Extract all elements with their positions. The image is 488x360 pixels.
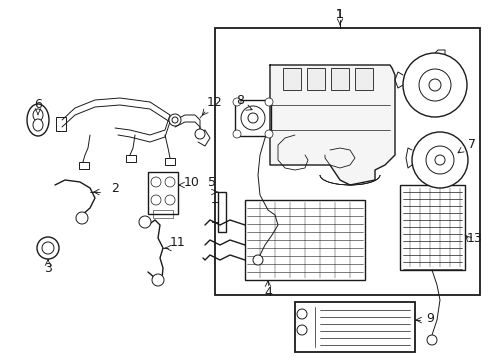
Circle shape (232, 130, 241, 138)
Text: 2: 2 (111, 181, 119, 194)
Text: 7: 7 (467, 139, 475, 152)
Bar (283, 68, 301, 90)
Text: 5: 5 (207, 176, 216, 189)
Ellipse shape (27, 104, 49, 136)
Circle shape (426, 335, 436, 345)
Circle shape (151, 195, 161, 205)
Bar (354, 68, 372, 90)
Circle shape (164, 195, 175, 205)
Circle shape (76, 212, 88, 224)
Circle shape (164, 177, 175, 187)
Polygon shape (269, 65, 394, 185)
Circle shape (296, 325, 306, 335)
Text: 11: 11 (170, 237, 185, 249)
Circle shape (195, 129, 204, 139)
Circle shape (139, 216, 151, 228)
Text: 10: 10 (183, 175, 200, 189)
Text: 12: 12 (207, 96, 223, 109)
Bar (153, 210, 173, 218)
Circle shape (152, 274, 163, 286)
Circle shape (428, 79, 440, 91)
Circle shape (252, 255, 263, 265)
Circle shape (172, 117, 178, 123)
Circle shape (241, 106, 264, 130)
Bar (294, 302, 414, 352)
Circle shape (425, 146, 453, 174)
Circle shape (247, 113, 258, 123)
Bar (244, 200, 364, 280)
Circle shape (411, 132, 467, 188)
Circle shape (264, 98, 272, 106)
Bar (306, 68, 325, 90)
Circle shape (264, 130, 272, 138)
Text: 4: 4 (264, 287, 271, 300)
Circle shape (42, 242, 54, 254)
Circle shape (151, 177, 161, 187)
Text: 3: 3 (44, 261, 52, 274)
Bar (126, 155, 136, 162)
Bar (215, 28, 479, 295)
Text: 6: 6 (34, 99, 42, 112)
Text: 13: 13 (466, 231, 482, 244)
Circle shape (37, 237, 59, 259)
Circle shape (169, 114, 181, 126)
Circle shape (232, 98, 241, 106)
Circle shape (434, 155, 444, 165)
Circle shape (402, 53, 466, 117)
Text: 8: 8 (236, 94, 244, 107)
Bar (399, 185, 464, 270)
Bar (330, 68, 348, 90)
Bar (164, 158, 175, 165)
Bar (56, 117, 66, 131)
Ellipse shape (33, 119, 43, 131)
Text: 1: 1 (335, 8, 343, 21)
Bar (218, 192, 225, 232)
Bar (235, 100, 270, 136)
Bar (79, 162, 89, 169)
Circle shape (296, 309, 306, 319)
Ellipse shape (33, 109, 43, 121)
Text: 1: 1 (335, 8, 343, 21)
Bar (148, 172, 178, 214)
Text: 9: 9 (425, 311, 433, 324)
Circle shape (418, 69, 450, 101)
